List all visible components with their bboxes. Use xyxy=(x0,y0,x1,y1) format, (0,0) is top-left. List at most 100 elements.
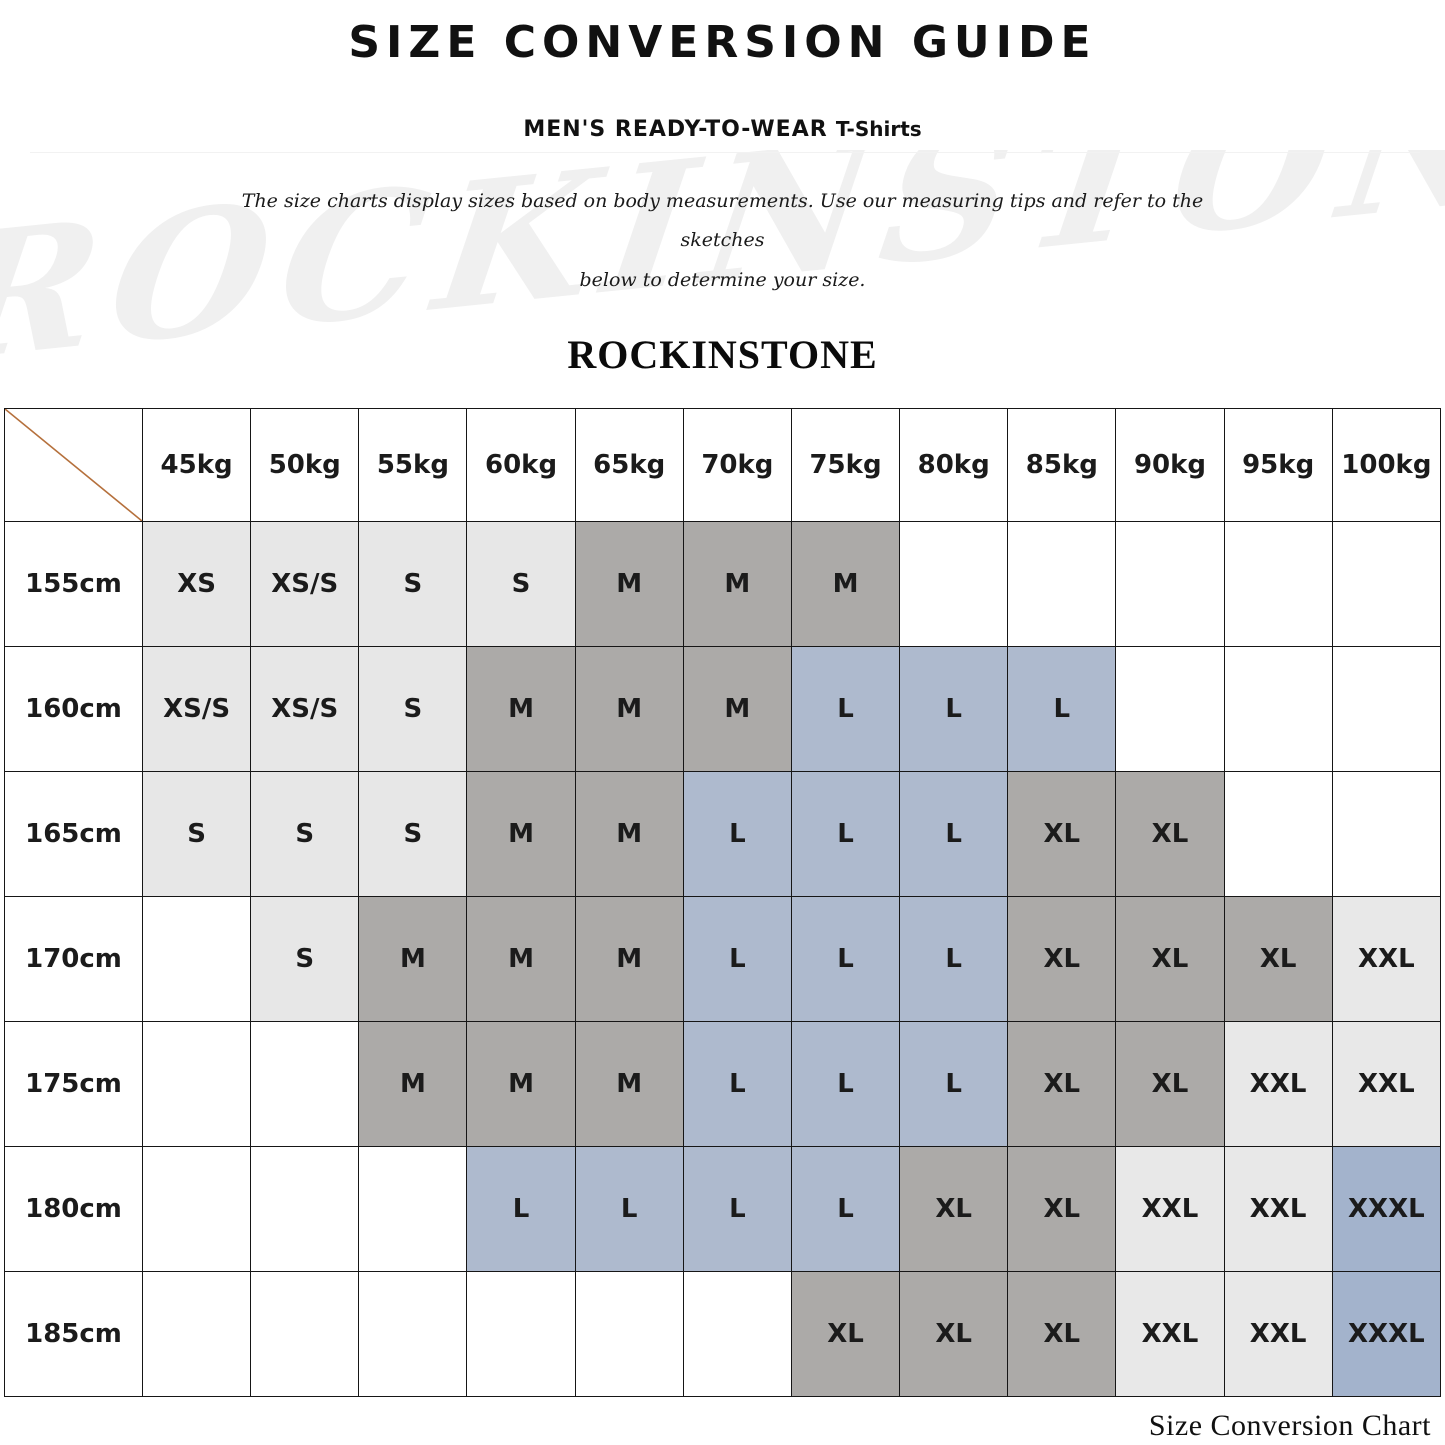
size-cell: S xyxy=(141,771,252,898)
size-cell: M xyxy=(682,646,792,773)
size-cell xyxy=(1007,521,1117,648)
description-line-1: The size charts display sizes based on b… xyxy=(241,189,1204,252)
size-table-container: 45kg 50kg 55kg 60kg 65kg 70kg 75kg 80kg 85kg 90kg… xyxy=(0,408,1445,1398)
subtitle-garment: T-Shirts xyxy=(835,116,922,141)
size-cell: M xyxy=(466,1021,576,1148)
column-header-75kg: 75kg xyxy=(790,408,901,523)
column-header-80kg: 80kg xyxy=(899,408,1009,523)
page-title: SIZE CONVERSION GUIDE xyxy=(348,17,1097,68)
diagonal-divider-icon xyxy=(5,409,142,522)
table-row: 165cm S S S M M L L L XL XL xyxy=(4,771,1442,898)
size-cell xyxy=(1223,521,1333,648)
size-cell: L xyxy=(899,1021,1009,1148)
column-header-55kg: 55kg xyxy=(358,408,468,523)
column-header-60kg: 60kg xyxy=(466,408,576,523)
size-cell: M xyxy=(574,646,684,773)
column-header-100kg: 100kg xyxy=(1331,408,1442,523)
size-cell xyxy=(899,521,1009,648)
size-cell: XL xyxy=(1115,896,1225,1023)
size-cell xyxy=(574,1271,684,1398)
row-header-160cm: 160cm xyxy=(4,646,143,773)
column-header-45kg: 45kg xyxy=(141,408,252,523)
size-cell xyxy=(358,1146,468,1273)
column-header-85kg: 85kg xyxy=(1007,408,1117,523)
column-header-70kg: 70kg xyxy=(682,408,792,523)
size-cell: XS xyxy=(141,521,252,648)
size-cell: XL xyxy=(899,1271,1009,1398)
size-cell: XL xyxy=(899,1146,1009,1273)
table-header: 45kg 50kg 55kg 60kg 65kg 70kg 75kg 80kg 85kg 90kg… xyxy=(4,408,1442,523)
size-cell xyxy=(466,1271,576,1398)
size-cell: XL xyxy=(1007,896,1117,1023)
size-cell: M xyxy=(358,896,468,1023)
size-cell: M xyxy=(682,521,792,648)
size-cell: XXL xyxy=(1115,1271,1225,1398)
size-cell xyxy=(250,1271,360,1398)
size-cell: XXL xyxy=(1331,896,1442,1023)
size-cell: XL xyxy=(1223,896,1333,1023)
size-cell: L xyxy=(899,771,1009,898)
size-cell: XXL xyxy=(1331,1021,1442,1148)
size-cell: M xyxy=(574,771,684,898)
size-cell xyxy=(1331,646,1442,773)
size-cell: XXXL xyxy=(1331,1146,1442,1273)
size-cell: L xyxy=(899,896,1009,1023)
column-header-65kg: 65kg xyxy=(574,408,684,523)
size-cell: M xyxy=(790,521,901,648)
size-cell: M xyxy=(358,1021,468,1148)
size-cell: XXL xyxy=(1223,1146,1333,1273)
size-cell xyxy=(1115,646,1225,773)
page-subtitle: MEN'S READY-TO-WEAR T-Shirts xyxy=(0,117,1445,142)
size-cell: XL xyxy=(1007,1271,1117,1398)
size-cell: S xyxy=(250,771,360,898)
size-cell: L xyxy=(790,771,901,898)
subtitle-category: MEN'S READY-TO-WEAR xyxy=(523,116,828,142)
size-cell: L xyxy=(682,896,792,1023)
table-body: 155cm XS XS/S S S M M M 160cm XS/S XS/S S M M M L L L 165c… xyxy=(4,521,1442,1398)
page-header: SIZE CONVERSION GUIDE MEN'S READY-TO-WEA… xyxy=(0,0,1445,378)
size-cell: M xyxy=(574,896,684,1023)
table-caption: Size Conversion Chart xyxy=(1148,1409,1431,1443)
size-cell: M xyxy=(466,771,576,898)
size-cell xyxy=(141,896,252,1023)
size-cell xyxy=(1223,646,1333,773)
size-cell xyxy=(1223,771,1333,898)
size-cell: S xyxy=(358,771,468,898)
size-cell: XL xyxy=(1115,771,1225,898)
size-cell: S xyxy=(466,521,576,648)
size-cell: XXL xyxy=(1223,1271,1333,1398)
column-header-90kg: 90kg xyxy=(1115,408,1225,523)
row-header-165cm: 165cm xyxy=(4,771,143,898)
table-row: 155cm XS XS/S S S M M M xyxy=(4,521,1442,648)
size-cell: L xyxy=(790,1146,901,1273)
size-cell: L xyxy=(790,646,901,773)
size-cell: XL xyxy=(790,1271,901,1398)
size-cell: M xyxy=(466,896,576,1023)
column-header-50kg: 50kg xyxy=(250,408,360,523)
size-cell xyxy=(358,1271,468,1398)
size-cell: XXL xyxy=(1115,1146,1225,1273)
size-cell xyxy=(141,1271,252,1398)
column-header-95kg: 95kg xyxy=(1223,408,1333,523)
size-cell: L xyxy=(574,1146,684,1273)
page-description: The size charts display sizes based on b… xyxy=(223,182,1223,302)
size-cell xyxy=(141,1146,252,1273)
size-cell: S xyxy=(358,521,468,648)
size-cell xyxy=(250,1146,360,1273)
size-cell xyxy=(1331,521,1442,648)
brand-name: ROCKINSTONE xyxy=(567,332,878,378)
row-header-185cm: 185cm xyxy=(4,1271,143,1398)
size-cell: L xyxy=(899,646,1009,773)
size-cell: L xyxy=(466,1146,576,1273)
size-cell: M xyxy=(574,1021,684,1148)
size-cell: XXXL xyxy=(1331,1271,1442,1398)
size-cell: XS/S xyxy=(141,646,252,773)
size-cell: XL xyxy=(1007,771,1117,898)
description-line-2: below to determine your size. xyxy=(579,269,866,292)
size-cell: S xyxy=(358,646,468,773)
size-cell: L xyxy=(682,771,792,898)
table-row: 175cm M M M L L L XL XL XXL XXL xyxy=(4,1021,1442,1148)
size-cell: S xyxy=(250,896,360,1023)
size-cell: XS/S xyxy=(250,646,360,773)
